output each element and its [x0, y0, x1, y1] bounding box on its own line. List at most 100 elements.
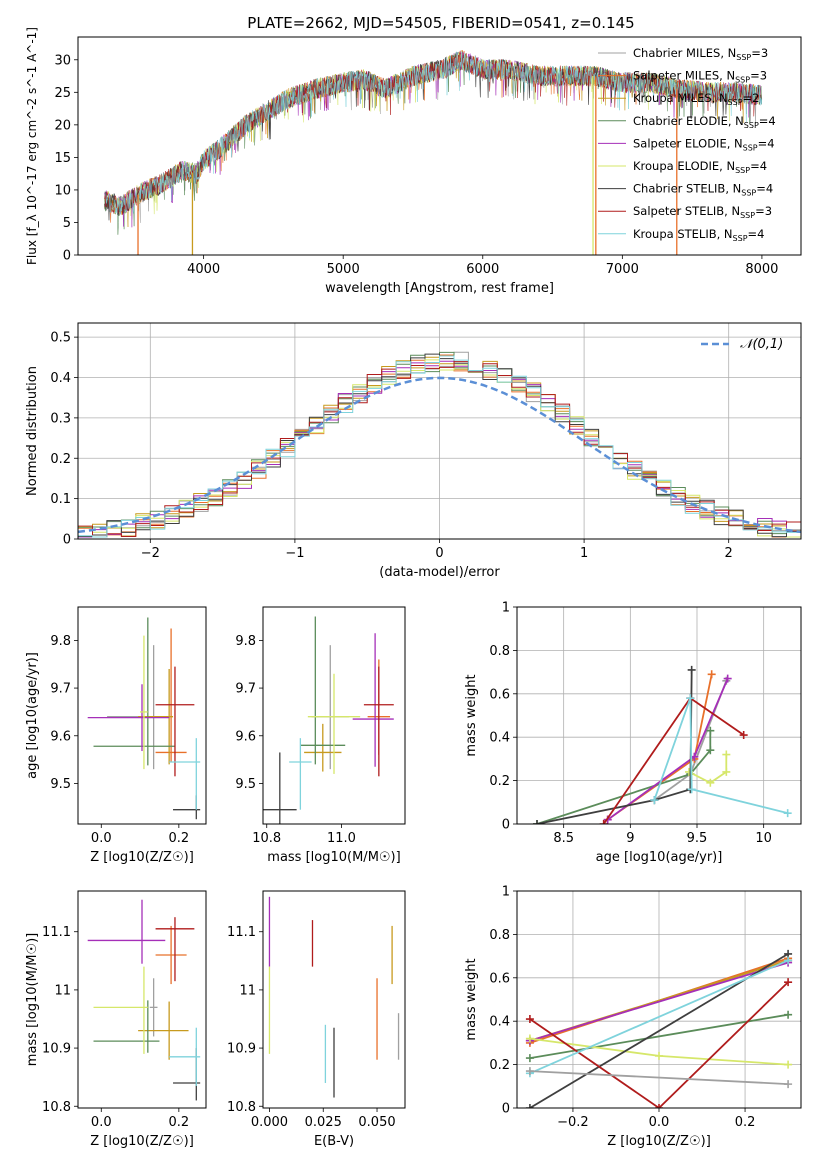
legend: Chabrier MILES, NSSP=3 Salpeter MILES, NS…: [598, 46, 776, 243]
x-tick-label: 10: [755, 831, 772, 846]
legend-label: Salpeter MILES, NSSP=3: [633, 69, 767, 85]
figure-title: PLATE=2662, MJD=54505, FIBERID=0541, z=0…: [247, 14, 634, 32]
error-bar-point: [169, 1027, 201, 1086]
plot-area: [263, 616, 394, 824]
error-bar-point: [311, 645, 349, 770]
y-tick-label: 1: [502, 885, 510, 900]
x-tick-label: 0.0: [91, 831, 112, 846]
weight-marker: [706, 726, 715, 735]
y-tick-label: 9.8: [235, 634, 256, 649]
error-bar-point: [149, 978, 158, 1037]
histogram-step: [78, 361, 801, 538]
y-tick-label: 0.4: [50, 371, 71, 386]
x-tick-label: 2: [725, 546, 733, 561]
y-tick-label: 9.5: [50, 777, 71, 792]
weight-marker: [784, 1060, 793, 1069]
plot-area: [78, 351, 801, 538]
weight-marker: [783, 809, 792, 818]
y-tick-label: 9.6: [235, 729, 256, 744]
y-tick-label: 10.9: [42, 1042, 71, 1057]
axes-frame: [262, 890, 406, 1109]
y-tick-label: 0.2: [50, 452, 71, 467]
x-axis-label: E(B-V): [314, 1134, 354, 1149]
y-tick-label: 0.8: [489, 928, 510, 943]
x-tick-label: 1: [580, 546, 588, 561]
y-tick-label: 5: [63, 216, 71, 231]
weight-marker: [525, 1054, 534, 1063]
weight-line: [602, 696, 745, 824]
y-tick-label: 10.9: [227, 1042, 256, 1057]
y-tick-label: 0.6: [489, 971, 510, 986]
legend-label: Chabrier MILES, NSSP=3: [633, 46, 768, 62]
y-axis-label: mass [log10(M/M☉)]: [25, 933, 40, 1066]
plot-area: [87, 899, 201, 1101]
x-axis-label: wavelength [Angstrom, rest frame]: [325, 281, 554, 296]
error-bar-point: [307, 673, 361, 774]
panels: 4000 5000 6000 7000 8000051015202530waveleng…: [25, 27, 802, 1149]
y-tick-label: 10.8: [227, 1100, 256, 1115]
axes-frame: [516, 606, 802, 825]
error-bar-point: [107, 645, 170, 770]
weight-line: [536, 730, 712, 824]
panel-massweight-vs-age: 8.5 9 9.5 10 0 0.2 0.4 0.6 0.8 1 age [log10(age/yr…: [464, 601, 802, 865]
panel-age-vs-Z: 0.0 0.2 9.5 9.6 9.7 9.8 Z [log10(Z/Z☉)] age [lo…: [25, 606, 207, 865]
error-bar-point: [87, 684, 170, 752]
x-tick-label: 4000: [187, 262, 220, 277]
y-axis-label: mass weight: [464, 958, 479, 1040]
x-axis-label: age [log10(age/yr)]: [596, 850, 723, 865]
histogram-step: [78, 359, 801, 538]
y-tick-label: 9.8: [50, 634, 71, 649]
error-bar-point: [155, 917, 195, 982]
weight-line: [529, 1070, 789, 1085]
x-tick-label: −0.2: [557, 1115, 589, 1130]
x-tick-label: 0.2: [735, 1115, 756, 1130]
y-tick-label: 0.6: [489, 687, 510, 702]
y-tick-label: 30: [54, 53, 71, 68]
weight-line: [688, 754, 728, 784]
legend-label: Salpeter STELIB, NSSP=3: [633, 204, 772, 220]
panel-mass-vs-Z: 0.0 0.2 10.8 10.9 11 11.1 Z [log10(Z/Z☉)] mass …: [25, 890, 207, 1149]
y-tick-label: 0.5: [50, 331, 71, 346]
x-tick-label: 11.0: [327, 831, 356, 846]
x-axis-label: Z [log10(Z/Z☉)]: [607, 1134, 711, 1149]
weight-marker: [525, 1034, 534, 1043]
panel-mass-vs-ebv: 0.000 0.025 0.050 10.8 10.9 11 11.1 E(B-V): [227, 890, 406, 1149]
y-tick-label: 0.4: [489, 1015, 510, 1030]
weight-marker: [784, 1080, 793, 1089]
panel-massweight-vs-Z: −0.2 0.0 0.2 0 0.2 0.4 0.6 0.8 1 Z [log10(Z/Z☉)] m…: [464, 885, 802, 1149]
y-tick-label: 0: [63, 249, 71, 264]
weight-marker: [784, 1010, 793, 1019]
x-tick-label: 5000: [327, 262, 360, 277]
plot-area: [525, 949, 793, 1108]
x-tick-label: 10.8: [252, 831, 281, 846]
error-bar-point: [363, 666, 394, 777]
axes-frame: [77, 606, 207, 825]
x-axis-label: Z [log10(Z/Z☉)]: [90, 1134, 194, 1149]
x-tick-label: 6000: [466, 262, 499, 277]
weight-marker: [525, 1067, 534, 1076]
weight-line: [529, 1013, 789, 1059]
y-tick-label: 9.5: [235, 777, 256, 792]
error-bar-point: [140, 635, 148, 770]
x-axis-label: Z [log10(Z/Z☉)]: [90, 850, 194, 865]
error-bar-point: [352, 633, 394, 767]
y-tick-label: 20: [54, 118, 71, 133]
y-tick-label: 25: [54, 86, 71, 101]
y-tick-label: 15: [54, 151, 71, 166]
axes-frame: [77, 322, 802, 540]
y-tick-label: 0.4: [489, 731, 510, 746]
histogram-step: [78, 355, 801, 538]
y-tick-label: 11: [54, 983, 71, 998]
axes-frame: [262, 606, 406, 825]
weight-line: [529, 981, 789, 1108]
y-tick-label: 0: [502, 818, 510, 833]
y-tick-label: 11: [239, 983, 256, 998]
panel-spectrum: 4000 5000 6000 7000 8000 0 5 10 15 20 25 30 waveleng…: [25, 27, 802, 296]
legend-label: 𝒩(0,1): [740, 337, 783, 352]
panel-age-vs-mass: 10.8 11.0 9.5 9.6 9.7 9.8 mass [log10(M/M☉)]: [235, 606, 406, 865]
weight-marker: [525, 1015, 534, 1024]
weight-line: [653, 697, 788, 814]
weight-marker: [707, 670, 716, 679]
x-tick-label: 0.0: [91, 1115, 112, 1130]
weight-marker: [706, 746, 715, 755]
